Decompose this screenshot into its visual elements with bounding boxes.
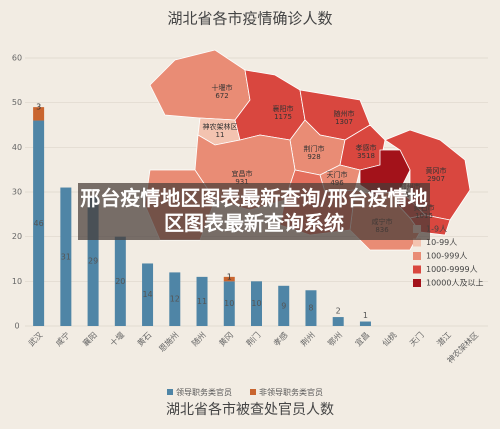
y-tick-label: 60: [12, 54, 22, 63]
bar: [33, 120, 45, 327]
region-name: 十堰市: [212, 83, 233, 92]
y-tick-label: 20: [12, 232, 22, 241]
region-value: 931: [235, 178, 248, 186]
bar: [60, 187, 72, 326]
region-name: 天门市: [327, 170, 348, 179]
x-tick-label: 黄冈: [217, 330, 235, 348]
bar: [251, 281, 262, 326]
data-label: 8: [308, 304, 313, 313]
bar: [114, 236, 126, 326]
x-tick-label: 孝感: [271, 330, 289, 348]
bar-title: 湖北省各市被查处官员人数: [166, 401, 334, 418]
region-name: 宜昌市: [232, 169, 253, 178]
data-label: 31: [61, 252, 71, 261]
bar: [196, 276, 208, 326]
banner: 邢台疫情地区图表最新查询/邢台疫情地区图表最新查询系统: [78, 183, 430, 240]
data-label: 1: [363, 311, 368, 320]
legend-label: 领导职务类官员: [176, 387, 232, 397]
legend-label: 非领导职务类官员: [259, 387, 323, 397]
x-tick-label: 荆门: [244, 330, 262, 348]
bar: [223, 276, 235, 282]
region-name: 神农架林区: [203, 122, 238, 131]
x-tick-label: 潜江: [435, 330, 453, 348]
region-name: 黄冈市: [426, 166, 447, 175]
legend-swatch: [413, 252, 421, 260]
y-tick-label: 30: [12, 188, 22, 197]
x-tick-label: 荆州: [298, 330, 316, 348]
map-region: [149, 49, 251, 121]
legend-swatch: [250, 389, 256, 395]
data-label: 20: [115, 277, 125, 286]
bar: [223, 281, 235, 326]
bar: [169, 272, 181, 326]
bar: [33, 107, 45, 121]
legend-swatch: [413, 265, 421, 274]
region-value: 3518: [357, 152, 375, 160]
legend-swatch: [413, 238, 421, 247]
x-tick-label: 恩施州: [157, 330, 181, 354]
legend-swatch: [413, 279, 421, 287]
data-label: 14: [142, 290, 152, 299]
x-tick-label: 武汉: [26, 330, 44, 348]
bar: [87, 196, 99, 326]
data-label: 11: [197, 297, 207, 306]
data-label: 3: [36, 103, 41, 112]
region-name: 襄阳市: [273, 104, 294, 113]
x-tick-label: 咸宁: [53, 330, 71, 348]
x-tick-label: 鄂州: [326, 330, 344, 348]
region-value: 2907: [427, 175, 445, 183]
region-value: 1175: [274, 113, 292, 121]
x-tick-label: 十堰: [108, 330, 126, 348]
legend-label: 100-999人: [426, 252, 467, 261]
data-label: 10: [224, 299, 234, 308]
y-tick-label: 40: [12, 143, 22, 152]
region-value: 11: [216, 131, 225, 139]
bar: [278, 285, 290, 326]
region-name: 荆门市: [304, 144, 325, 153]
legend-label: 10-99人: [426, 238, 457, 247]
region-value: 672: [215, 92, 228, 100]
data-label: 9: [281, 301, 286, 310]
legend-swatch: [167, 389, 173, 395]
data-label: 12: [170, 295, 180, 304]
data-label: 46: [34, 219, 44, 228]
region-name: 孝感市: [356, 143, 377, 152]
y-tick-label: 0: [14, 322, 19, 331]
data-label: 1: [227, 272, 232, 281]
legend-label: 10000人及以上: [426, 279, 483, 288]
x-tick-label: 黄石: [135, 330, 153, 348]
map-title: 湖北省各市疫情确诊人数: [167, 10, 332, 28]
bar: [359, 321, 371, 326]
legend-label: 1-9人: [426, 225, 447, 234]
region-value: 928: [307, 153, 320, 161]
bar: [332, 317, 344, 326]
legend-label: 1000-9999人: [426, 265, 478, 274]
x-tick-label: 随州: [189, 330, 207, 348]
data-label: 10: [251, 299, 261, 308]
x-tick-label: 宜昌: [353, 330, 371, 348]
bar: [142, 263, 154, 326]
region-name: 随州市: [334, 109, 355, 118]
x-tick-label: 襄阳: [81, 330, 99, 348]
x-tick-label: 仙桃: [380, 330, 398, 348]
data-label: 2: [336, 307, 341, 316]
x-tick-label: 天门: [407, 330, 425, 348]
data-label: 29: [88, 257, 98, 266]
y-tick-label: 50: [12, 98, 22, 107]
y-tick-label: 10: [12, 277, 22, 286]
bar: [305, 290, 317, 326]
region-value: 1307: [335, 118, 353, 126]
